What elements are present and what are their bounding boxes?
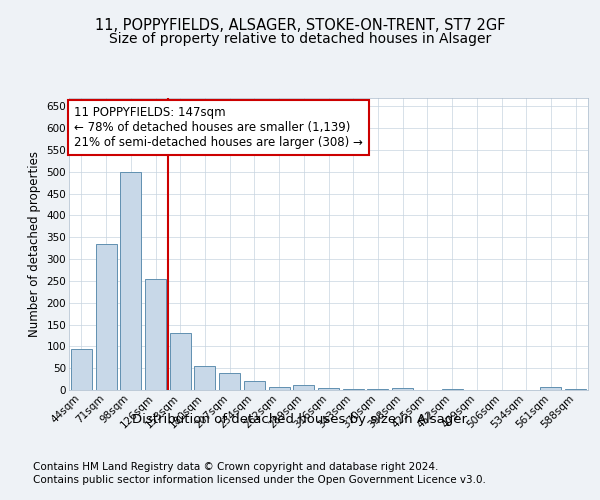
- Bar: [194, 366, 215, 390]
- Bar: [293, 385, 314, 390]
- Text: 11, POPPYFIELDS, ALSAGER, STOKE-ON-TRENT, ST7 2GF: 11, POPPYFIELDS, ALSAGER, STOKE-ON-TRENT…: [95, 18, 505, 32]
- Bar: [565, 389, 586, 390]
- Text: Size of property relative to detached houses in Alsager: Size of property relative to detached ho…: [109, 32, 491, 46]
- Bar: [318, 388, 339, 390]
- Bar: [95, 244, 116, 390]
- Bar: [541, 386, 562, 390]
- Bar: [71, 348, 92, 390]
- Y-axis label: Number of detached properties: Number of detached properties: [28, 151, 41, 337]
- Bar: [120, 172, 141, 390]
- Text: Contains HM Land Registry data © Crown copyright and database right 2024.: Contains HM Land Registry data © Crown c…: [33, 462, 439, 472]
- Bar: [269, 386, 290, 390]
- Bar: [442, 389, 463, 390]
- Text: Contains public sector information licensed under the Open Government Licence v3: Contains public sector information licen…: [33, 475, 486, 485]
- Bar: [392, 388, 413, 390]
- Bar: [170, 333, 191, 390]
- Bar: [343, 389, 364, 390]
- Bar: [145, 278, 166, 390]
- Bar: [367, 389, 388, 390]
- Text: 11 POPPYFIELDS: 147sqm
← 78% of detached houses are smaller (1,139)
21% of semi-: 11 POPPYFIELDS: 147sqm ← 78% of detached…: [74, 106, 363, 150]
- Bar: [219, 372, 240, 390]
- Bar: [244, 382, 265, 390]
- Text: Distribution of detached houses by size in Alsager: Distribution of detached houses by size …: [133, 412, 467, 426]
